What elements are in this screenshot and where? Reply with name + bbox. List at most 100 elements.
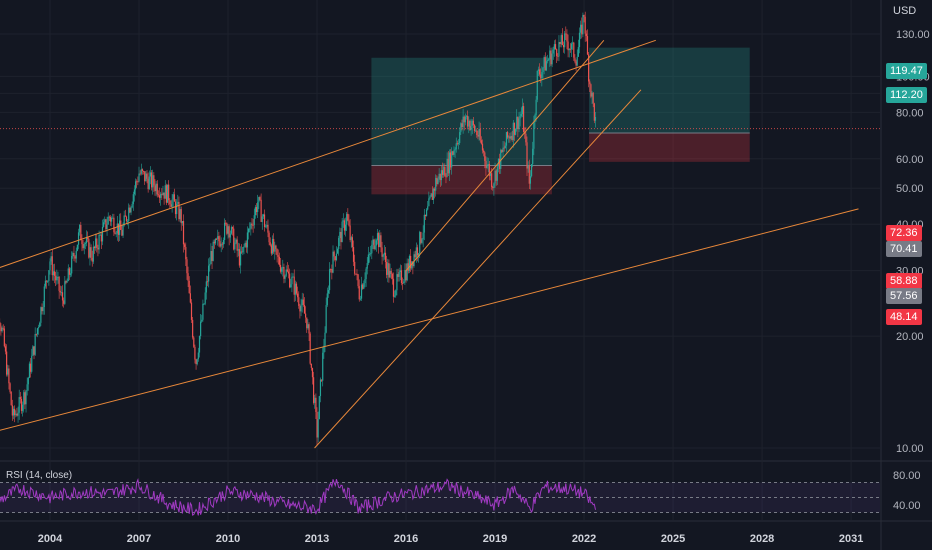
candle-body (556, 49, 558, 57)
candle-body (211, 251, 213, 261)
candle-body (169, 200, 171, 205)
candle-body (88, 238, 90, 258)
candle-body (534, 114, 536, 122)
price-label-target-1: 112.20 (886, 87, 927, 103)
candle-body (195, 359, 197, 365)
candle-body (117, 223, 120, 235)
candle-body (451, 151, 453, 168)
candle-body (243, 246, 245, 248)
candle-body (553, 44, 555, 50)
candle-body (356, 273, 358, 275)
candle-body (493, 183, 495, 189)
candle-body (32, 346, 34, 356)
candle-body (188, 280, 190, 294)
candle-body (7, 368, 9, 375)
candle-body (541, 72, 543, 79)
position-loss-zone (589, 132, 750, 162)
candle-body (594, 116, 597, 121)
candle-body (452, 151, 454, 155)
candle-body (309, 333, 311, 364)
candle-body (65, 281, 67, 283)
candle-body (366, 263, 368, 269)
candle-body (71, 256, 73, 274)
candle-body (201, 319, 203, 322)
candle-body (557, 56, 559, 57)
candle-body (100, 234, 102, 242)
candle-body (316, 411, 318, 438)
candle-body (362, 284, 364, 289)
candle-body (485, 160, 487, 168)
candle-body (281, 268, 283, 272)
candle-body (246, 232, 249, 248)
candle-body (253, 215, 255, 226)
candle-body (461, 123, 463, 128)
candle-body (343, 220, 346, 231)
candle-body (504, 145, 506, 149)
candle-body (586, 36, 589, 55)
candle-body (386, 262, 388, 275)
candle-body (66, 281, 68, 283)
candle-body (404, 270, 406, 282)
candle-body (425, 209, 428, 217)
candle-body (423, 214, 425, 233)
candle-body (158, 195, 161, 198)
candle-body (0, 326, 2, 332)
candle-body (310, 363, 312, 368)
candle-body (145, 173, 147, 182)
candle-body (467, 115, 469, 127)
candle-body (115, 233, 117, 235)
candle-body (341, 221, 343, 243)
candle-body (2, 327, 4, 329)
candle-body (399, 270, 401, 273)
time-tick-label: 2031 (839, 533, 863, 545)
candle-body (565, 33, 567, 35)
candle-body (585, 33, 587, 37)
candle-body (101, 226, 104, 242)
candle-body (37, 327, 40, 329)
candle-body (419, 232, 421, 254)
candle-body (241, 251, 243, 253)
candle-body (484, 152, 486, 161)
candle-body (569, 48, 571, 50)
price-tick-label: 10.00 (896, 443, 924, 455)
candle-body (477, 134, 479, 137)
candle-body (532, 148, 534, 165)
candle-body (382, 254, 384, 257)
candle-body (205, 281, 207, 293)
time-tick-label: 2019 (483, 533, 507, 545)
candle-body (323, 345, 325, 353)
candle-body (513, 122, 516, 135)
rsi-indicator-title[interactable]: RSI (14, close) (6, 470, 73, 481)
position-profit-zone (371, 57, 552, 166)
price-tick-label: 60.00 (896, 154, 924, 166)
candle-body (510, 135, 512, 139)
candle-body (480, 140, 482, 144)
candle-body (593, 103, 595, 121)
candle-body (468, 120, 470, 127)
candle-body (57, 276, 59, 278)
candle-body (130, 207, 132, 213)
candle-body (85, 237, 88, 244)
candle-body (483, 150, 485, 153)
candle-body (131, 204, 133, 208)
candle-body (105, 219, 107, 230)
candle-body (548, 59, 550, 61)
candle-body (90, 247, 92, 258)
candle-body (591, 92, 593, 97)
candle-body (308, 324, 310, 334)
candle-body (260, 199, 262, 222)
candle-body (554, 44, 557, 50)
candle-body (144, 171, 146, 182)
candle-body (390, 270, 392, 275)
candle-body (283, 266, 285, 279)
candle-body (422, 232, 424, 240)
candle-body (124, 215, 126, 217)
candle-body (463, 116, 465, 123)
candle-body (417, 253, 420, 256)
candle-body (103, 222, 105, 227)
candle-body (150, 172, 153, 188)
candle-body (149, 172, 152, 177)
candle-body (326, 293, 328, 306)
candle-body (217, 236, 219, 240)
